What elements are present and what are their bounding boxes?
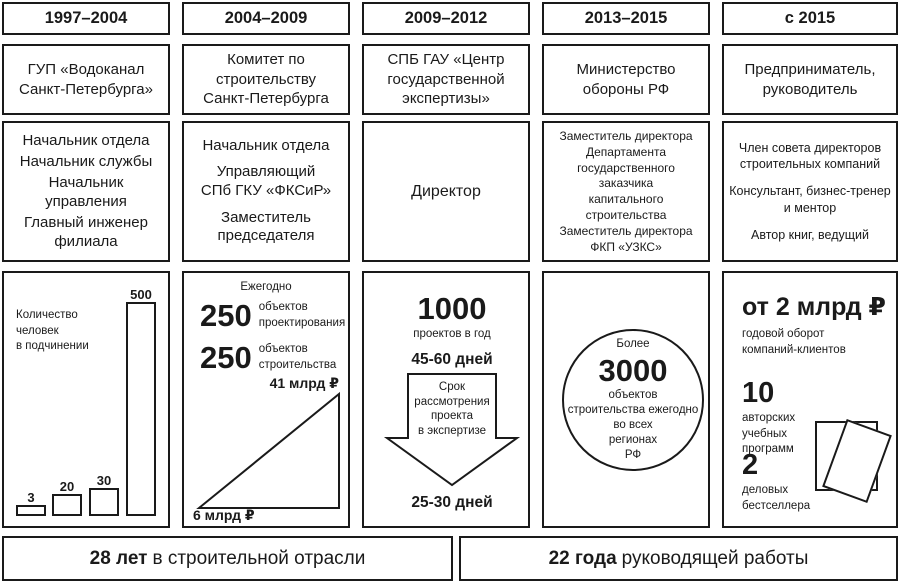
period-label: 2004–2009: [224, 9, 308, 27]
bar-value-label: 3: [27, 490, 35, 505]
positions-box-4: Заместитель директора Департамента госуд…: [542, 121, 710, 262]
stat-label: авторских учебных программ: [742, 412, 796, 456]
stat-value: 250: [200, 340, 252, 376]
turnover-value: от 2 млрд ₽: [742, 293, 886, 321]
annual-stat: 250 объектов строительства: [200, 342, 336, 373]
scope-circle: Более 3000 объектов строительства ежегод…: [562, 329, 704, 471]
period-label: 2013–2015: [584, 9, 668, 27]
footer-years-bold: 28 лет: [89, 547, 148, 569]
footer-years-text: руководящей работы: [621, 547, 809, 569]
organization-name: Предприниматель, руководитель: [744, 60, 876, 98]
arrow-caption: Срок рассмотрения проекта в экспертизе: [414, 381, 490, 437]
duration-before: 45-60 дней: [411, 351, 493, 368]
bar-group: 20: [52, 480, 82, 516]
bar-group: 3: [16, 491, 46, 516]
position-item: Заместитель председателя: [217, 208, 315, 245]
growth-triangle: [196, 391, 340, 509]
bar-value-label: 20: [59, 479, 75, 494]
annual-stat: 250 объектов проектирования: [200, 300, 345, 331]
position-item: Консультант, бизнес-тренер и ментор: [729, 184, 891, 215]
annual-title: Ежегодно: [240, 281, 292, 293]
metrics-box-subordinates: Количество человек в подчинении 3 20 30 …: [2, 271, 170, 528]
organization-box-1: ГУП «Водоканал Санкт-Петербурга»: [2, 44, 170, 115]
organization-name: Комитет по строительству Санкт-Петербург…: [203, 50, 329, 108]
positions-box-5: Член совета директоров строительных комп…: [722, 121, 898, 262]
scope-value: 3000: [598, 353, 668, 389]
bar: [16, 505, 46, 516]
stat-block: 2 деловых бестселлера: [742, 451, 810, 514]
bar: [89, 488, 119, 516]
bar: [126, 302, 156, 516]
position-item: Главный инженер филиала: [24, 214, 148, 250]
growth-max-label: 41 млрд ₽: [269, 375, 339, 391]
position-item: Заместитель директора ФКП «УЗКС»: [559, 223, 693, 254]
position-item: Автор книг, ведущий: [751, 227, 869, 242]
period-box-2: 2004–2009: [182, 2, 350, 35]
footer-years-bold: 22 года: [548, 547, 617, 569]
period-label: 2009–2012: [404, 9, 488, 27]
metrics-box-expertise: 1000 проектов в год 45-60 дней Срок расс…: [362, 271, 530, 528]
period-label: 1997–2004: [44, 9, 128, 27]
metrics-box-defense: Более 3000 объектов строительства ежегод…: [542, 271, 710, 528]
bar-group: 30: [89, 474, 119, 516]
positions-box-1: Начальник отдела Начальник службы Началь…: [2, 121, 170, 262]
stat-block: 10 авторских учебных программ: [742, 379, 795, 458]
scope-prefix: Более: [616, 337, 650, 350]
position-item: Начальник управления: [45, 174, 127, 210]
position-item: Управляющий СПб ГКУ «ФКСиР»: [200, 163, 332, 200]
metrics-box-business: от 2 млрд ₽ годовой оборот компаний-клие…: [722, 271, 898, 528]
stat-value: 250: [200, 298, 252, 334]
period-box-3: 2009–2012: [362, 2, 530, 35]
projects-count-label: проектов в год: [413, 328, 491, 340]
bar-value-label: 500: [130, 287, 152, 302]
duration-after: 25-30 дней: [411, 494, 493, 511]
stat-label: объектов строительства: [258, 343, 337, 371]
position-item: Заместитель директора Департамента госуд…: [559, 129, 693, 223]
organization-box-2: Комитет по строительству Санкт-Петербург…: [182, 44, 350, 115]
chart-title: Количество человек в подчинении: [16, 309, 89, 353]
position-item: Член совета директоров строительных комп…: [738, 140, 882, 172]
organization-box-5: Предприниматель, руководитель: [722, 44, 898, 115]
position-item: Начальник службы: [19, 152, 153, 170]
organization-box-4: Министерство обороны РФ: [542, 44, 710, 115]
period-box-1: 1997–2004: [2, 2, 170, 35]
footer-industry-years: 28 лет в строительной отрасли: [2, 536, 453, 581]
organization-name: СПБ ГАУ «Центр государственной экспертиз…: [387, 50, 505, 108]
footer-years-text: в строительной отрасли: [152, 547, 366, 569]
period-box-5: с 2015: [722, 2, 898, 35]
organization-box-3: СПБ ГАУ «Центр государственной экспертиз…: [362, 44, 530, 115]
bar-value-label: 30: [96, 473, 112, 488]
metrics-box-annual: Ежегодно 250 объектов проектирования 250…: [182, 271, 350, 528]
projects-count: 1000: [417, 291, 487, 326]
position-item: Начальник отдела: [202, 136, 330, 154]
turnover-label: годовой оборот компаний-клиентов: [742, 328, 846, 356]
down-arrow-icon: [383, 373, 521, 487]
position-item: Начальник отдела: [22, 131, 150, 149]
scope-label: объектов строительства ежегодно во всех …: [567, 389, 699, 462]
stat-value: 10: [742, 377, 775, 409]
stat-value: 2: [742, 449, 759, 481]
positions-box-3: Директор: [362, 121, 530, 262]
bar: [52, 494, 82, 516]
stat-label: объектов проектирования: [258, 301, 346, 329]
growth-min-label: 6 млрд ₽: [193, 507, 255, 523]
period-box-4: 2013–2015: [542, 2, 710, 35]
stat-label: деловых бестселлера: [742, 484, 811, 512]
positions-box-2: Начальник отдела Управляющий СПб ГКУ «ФК…: [182, 121, 350, 262]
organization-name: Министерство обороны РФ: [576, 60, 676, 98]
turnover-block: от 2 млрд ₽ годовой оборот компаний-клие…: [742, 295, 886, 358]
position-item: Директор: [411, 182, 481, 200]
period-label: с 2015: [784, 9, 836, 27]
footer-management-years: 22 года руководящей работы: [459, 536, 898, 581]
bar-group: 500: [126, 288, 156, 516]
organization-name: ГУП «Водоканал Санкт-Петербурга»: [19, 60, 153, 98]
